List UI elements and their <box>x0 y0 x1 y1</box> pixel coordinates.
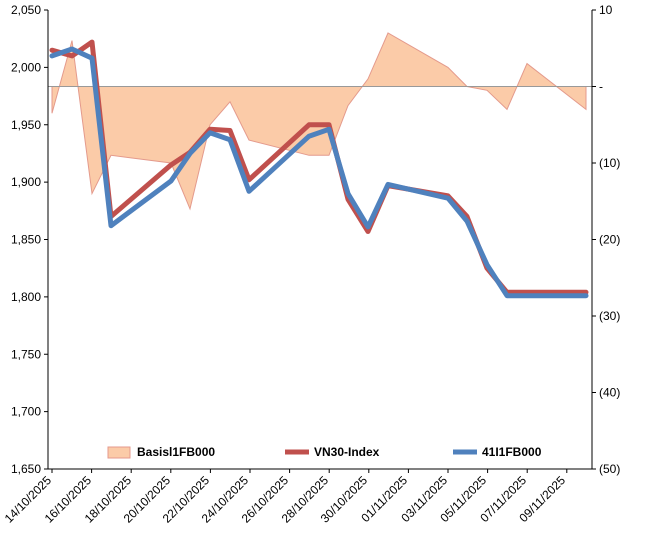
basis-area <box>51 32 587 211</box>
legend-label: 41I1FB000 <box>482 445 542 459</box>
axes: 1,650 1,700 1,750 1,800 1,850 1,900 1,950 2,000… <box>2 3 621 526</box>
left-tick-label: 2,000 <box>11 60 41 74</box>
left-tick-label: 1,800 <box>11 290 41 304</box>
legend-label: VN30-Index <box>314 445 380 459</box>
right-tick-label: 10 <box>599 3 613 17</box>
right-tick-label: (40) <box>599 386 620 400</box>
left-tick-label: 1,750 <box>11 347 41 361</box>
plot-area <box>48 32 592 299</box>
right-tick-label: (50) <box>599 462 620 476</box>
left-tick-label: 1,900 <box>11 175 41 189</box>
legend-swatch-basis <box>107 446 131 459</box>
right-tick-label: (30) <box>599 309 620 323</box>
legend-label: Basisl1FB000 <box>137 445 215 459</box>
right-tick-label: (10) <box>599 156 620 170</box>
left-tick-label: 1,650 <box>11 462 41 476</box>
left-tick-label: 2,050 <box>11 3 41 17</box>
futures-41i1fb000-line <box>49 46 589 299</box>
legend: Basisl1FB000 VN30-Index 41I1FB000 <box>107 445 542 459</box>
left-tick-label: 1,950 <box>11 118 41 132</box>
left-tick-label: 1,700 <box>11 405 41 419</box>
vn30-index-line <box>49 39 589 295</box>
right-tick-label: (20) <box>599 233 620 247</box>
right-tick-label: - <box>599 80 603 94</box>
left-tick-label: 1,850 <box>11 233 41 247</box>
